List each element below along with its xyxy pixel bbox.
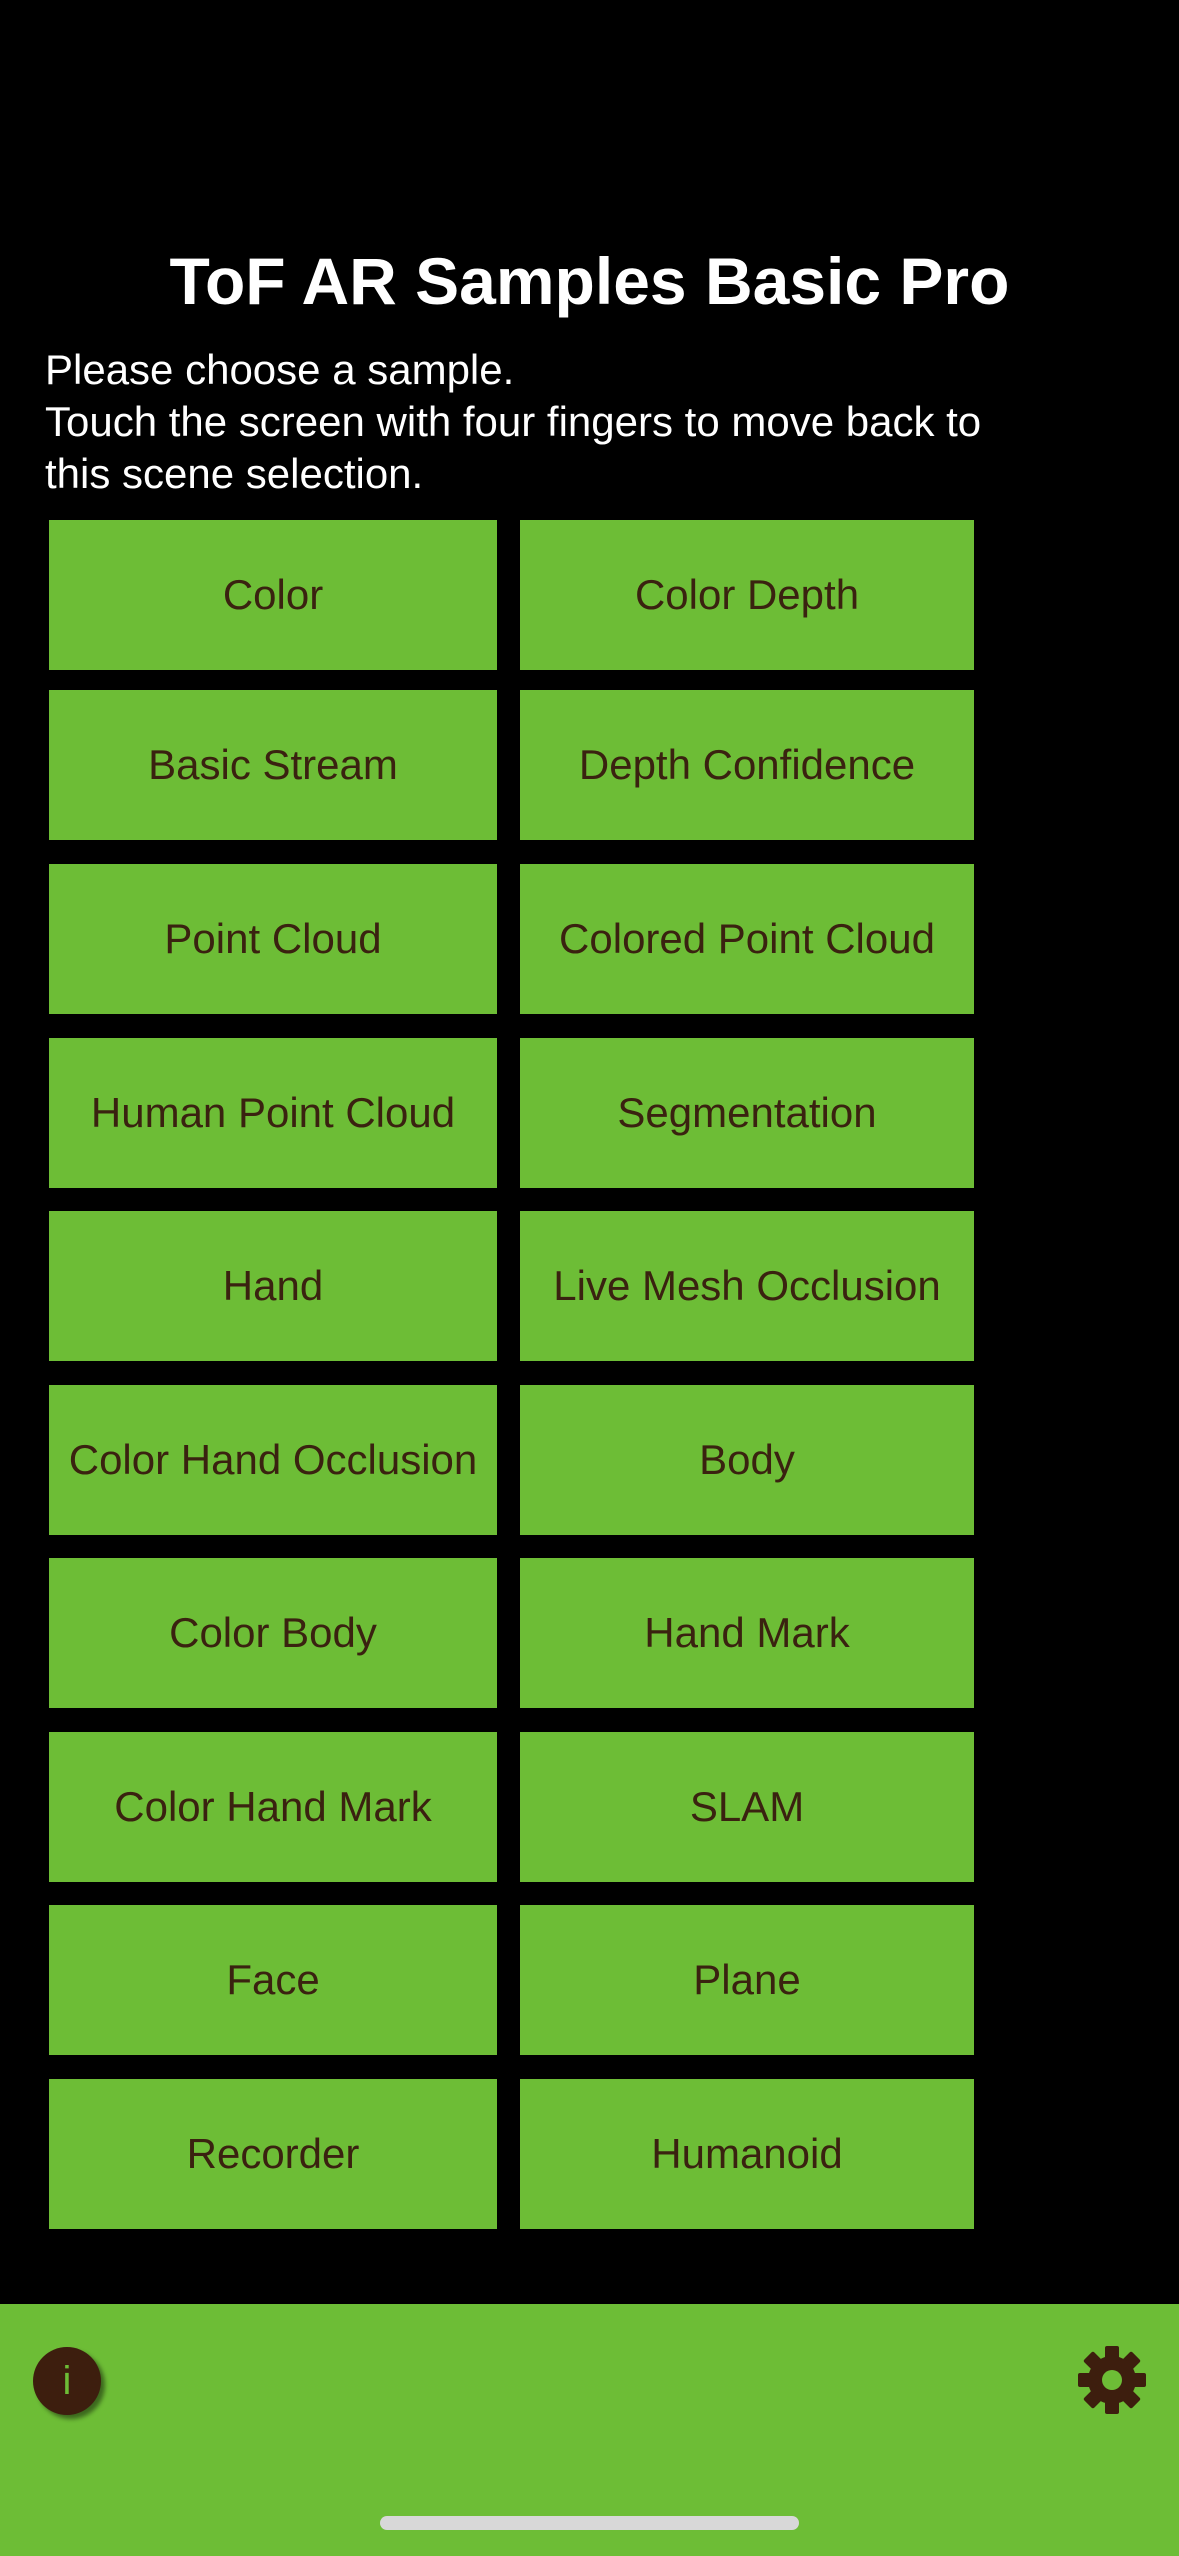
- instruction-line: Touch the screen with four fingers to mo…: [45, 398, 982, 445]
- page-title: ToF AR Samples Basic Pro: [169, 244, 1010, 318]
- sample-button-face[interactable]: Face: [49, 1905, 497, 2055]
- sample-button-color-depth[interactable]: Color Depth: [520, 520, 974, 670]
- instruction-line: this scene selection.: [45, 450, 424, 497]
- sample-button-plane[interactable]: Plane: [520, 1905, 974, 2055]
- sample-button-color-body[interactable]: Color Body: [49, 1558, 497, 1708]
- sample-button-color[interactable]: Color: [49, 520, 497, 670]
- sample-button-humanoid[interactable]: Humanoid: [520, 2079, 974, 2229]
- sample-button-hand[interactable]: Hand: [49, 1211, 497, 1361]
- info-button[interactable]: i: [33, 2347, 101, 2415]
- gear-icon: [1078, 2346, 1146, 2414]
- sample-button-colored-point-cloud[interactable]: Colored Point Cloud: [520, 864, 974, 1014]
- bottom-toolbar: [0, 2304, 1179, 2556]
- sample-button-point-cloud[interactable]: Point Cloud: [49, 864, 497, 1014]
- sample-button-hand-mark[interactable]: Hand Mark: [520, 1558, 974, 1708]
- instruction-line: Please choose a sample.: [45, 346, 515, 393]
- instructions-text: Please choose a sample. Touch the screen…: [45, 344, 1145, 500]
- sample-button-human-point-cloud[interactable]: Human Point Cloud: [49, 1038, 497, 1188]
- sample-button-body[interactable]: Body: [520, 1385, 974, 1535]
- sample-button-depth-confidence[interactable]: Depth Confidence: [520, 690, 974, 840]
- sample-button-recorder[interactable]: Recorder: [49, 2079, 497, 2229]
- sample-button-live-mesh-occlusion[interactable]: Live Mesh Occlusion: [520, 1211, 974, 1361]
- sample-button-segmentation[interactable]: Segmentation: [520, 1038, 974, 1188]
- home-indicator[interactable]: [380, 2516, 799, 2530]
- sample-button-basic-stream[interactable]: Basic Stream: [49, 690, 497, 840]
- sample-button-color-hand-occlusion[interactable]: Color Hand Occlusion: [49, 1385, 497, 1535]
- sample-button-slam[interactable]: SLAM: [520, 1732, 974, 1882]
- settings-button[interactable]: [1076, 2344, 1148, 2416]
- sample-button-color-hand-mark[interactable]: Color Hand Mark: [49, 1732, 497, 1882]
- info-icon: i: [62, 2359, 72, 2403]
